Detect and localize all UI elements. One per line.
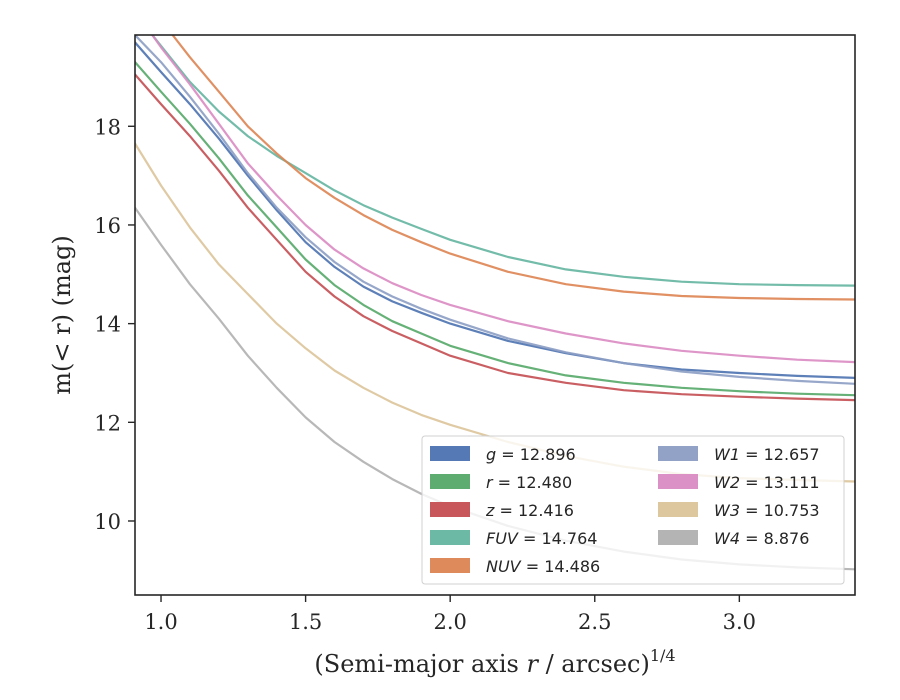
legend-label: NUV = 14.486 <box>486 557 600 576</box>
series-line-w1 <box>135 35 855 385</box>
legend-entry-nuv: NUV = 14.486 <box>430 557 600 576</box>
legend-frame <box>421 435 845 585</box>
legend: g = 12.896 r = 12.480 z = 12.416 FUV = 14.7… <box>421 435 845 585</box>
legend-label: g = 12.896 <box>486 445 576 464</box>
legend-entry-r: r = 12.480 <box>430 473 572 492</box>
series-line-z <box>135 73 855 402</box>
x-tick-label: 1.5 <box>289 610 322 634</box>
legend-label: W3 = 10.753 <box>714 501 820 520</box>
plot-frame <box>134 34 856 596</box>
legend-entry-z: z = 12.416 <box>430 501 574 520</box>
x-tick-label: 2.5 <box>578 610 611 634</box>
x-tick-label: 2.0 <box>433 610 466 634</box>
y-tick-label: 16 <box>94 214 121 238</box>
series-line-w3 <box>135 142 855 483</box>
series-line-w2 <box>151 35 855 364</box>
y-tick-label: 18 <box>94 115 121 139</box>
x-axis-label: (Semi-major axis r / arcsec)1/4 <box>314 646 675 678</box>
y-tick-label: 10 <box>94 510 121 534</box>
legend-entry-g: g = 12.896 <box>430 445 576 464</box>
legend-label: W4 = 8.876 <box>714 529 809 548</box>
legend-swatch <box>430 446 470 461</box>
series-line-r <box>135 61 855 397</box>
legend-label: W1 = 12.657 <box>714 445 820 464</box>
legend-entry-w4: W4 = 8.876 <box>658 529 809 548</box>
x-tick-label: 1.0 <box>144 610 177 634</box>
legend-swatch <box>430 502 470 517</box>
legend-swatch <box>430 530 470 545</box>
series-line-fuv <box>151 35 855 287</box>
x-axis-ticks: 1.0 1.5 2.0 2.5 3.0 <box>144 595 756 634</box>
legend-swatch <box>658 530 698 545</box>
legend-label: r = 12.480 <box>486 473 572 492</box>
legend-swatch <box>658 446 698 461</box>
series-line-nuv <box>171 35 855 301</box>
y-axis-label: m(< r) (mag) <box>48 235 76 394</box>
legend-label: z = 12.416 <box>485 501 574 520</box>
legend-swatch <box>658 474 698 489</box>
y-tick-label: 14 <box>94 313 121 337</box>
y-tick-label: 12 <box>94 411 121 435</box>
legend-entry-w2: W2 = 13.111 <box>658 473 820 492</box>
legend-swatch <box>658 502 698 517</box>
x-tick-label: 3.0 <box>723 610 756 634</box>
legend-entry-fuv: FUV = 14.764 <box>430 529 597 548</box>
legend-swatch <box>430 474 470 489</box>
legend-swatch <box>430 558 470 573</box>
y-axis-ticks: 10 12 14 16 18 <box>94 115 135 534</box>
series-line-g <box>135 41 855 379</box>
legend-entry-w1: W1 = 12.657 <box>658 445 820 464</box>
legend-entry-w3: W3 = 10.753 <box>658 501 820 520</box>
legend-label: FUV = 14.764 <box>486 529 597 548</box>
legend-label: W2 = 13.111 <box>714 473 820 492</box>
